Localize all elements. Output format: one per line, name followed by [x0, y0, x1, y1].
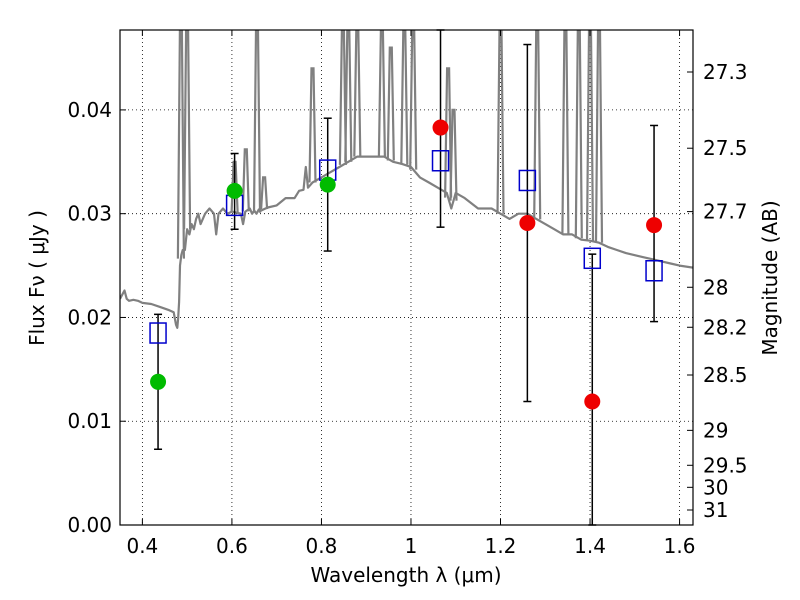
- x-axis-label: Wavelength λ (μm): [310, 563, 501, 587]
- y2-axis-label: Magnitude (AB): [758, 200, 782, 355]
- emission-line: [377, 30, 386, 157]
- model-spectrum-line: [120, 155, 693, 329]
- x-tick-label: 1.2: [485, 534, 517, 558]
- observed-optical-point: [226, 182, 243, 199]
- emission-line: [183, 30, 192, 230]
- y2-tick-label: 27.7: [703, 200, 748, 224]
- x-tick-label: 1.6: [664, 534, 696, 558]
- emission-line: [561, 30, 570, 235]
- emission-line: [574, 30, 583, 239]
- observed-optical-point: [150, 373, 167, 390]
- y-tick-label: 0.02: [67, 305, 112, 329]
- y2-tick-label: 28.2: [703, 315, 748, 339]
- emission-line: [496, 30, 505, 214]
- emission-line: [585, 30, 595, 241]
- y-axis-label: Flux Fν ( μJy ): [25, 210, 49, 346]
- emission-line: [344, 30, 353, 162]
- model-photometry-square: [645, 260, 663, 282]
- observed-infrared-point: [519, 215, 536, 232]
- x-axis-ticks: 0.4 0.6 0.8 1 1.2 1.4 1.6: [126, 30, 695, 558]
- observed-optical-point: [319, 176, 336, 193]
- observed-infrared-point: [584, 393, 601, 410]
- plot-frame: [119, 29, 694, 526]
- y2-tick-label: 30: [703, 475, 728, 499]
- observed-infrared-point: [646, 217, 663, 234]
- y-axis-ticks: 0.00 0.01 0.02 0.03 0.04: [67, 98, 126, 537]
- x-tick-label: 0.8: [306, 534, 338, 558]
- emission-line: [241, 148, 250, 212]
- model-photometry-square: [518, 169, 537, 192]
- model-photometry-square: [149, 322, 167, 344]
- y-tick-label: 0.04: [67, 98, 112, 122]
- y2-tick-label: 29: [703, 418, 728, 442]
- markers: [149, 119, 663, 410]
- y2-tick-label: 27.5: [703, 136, 748, 160]
- x-tick-label: 1.4: [574, 534, 606, 558]
- emission-line: [176, 30, 185, 259]
- y2-tick-label: 27.3: [703, 60, 748, 84]
- error-bars: [154, 29, 659, 526]
- emission-line: [338, 30, 347, 165]
- emission-line: [308, 67, 317, 183]
- emission-line: [386, 46, 395, 161]
- emission-line: [353, 30, 362, 157]
- y2-tick-label: 31: [703, 498, 728, 522]
- y-tick-label: 0.00: [67, 513, 112, 537]
- emission-line: [409, 30, 418, 170]
- model-photometry-square: [583, 247, 602, 270]
- emission-line: [260, 176, 269, 210]
- emission-line: [533, 30, 542, 220]
- y2-tick-label: 28: [703, 275, 728, 299]
- y-tick-label: 0.03: [67, 202, 112, 226]
- y2-tick-label: 29.5: [703, 453, 748, 477]
- emission-line: [252, 30, 262, 213]
- emission-line: [400, 30, 409, 165]
- x-tick-label: 0.4: [126, 534, 158, 558]
- x-tick-label: 1: [405, 534, 418, 558]
- emission-line: [594, 30, 604, 243]
- emission-line: [449, 108, 458, 201]
- model-photometry-square: [431, 150, 450, 172]
- x-tick-label: 0.6: [216, 534, 248, 558]
- grid: [120, 30, 693, 526]
- y-tick-label: 0.01: [67, 409, 112, 433]
- y2-tick-label: 28.5: [703, 363, 748, 387]
- observed-infrared-point: [432, 119, 449, 136]
